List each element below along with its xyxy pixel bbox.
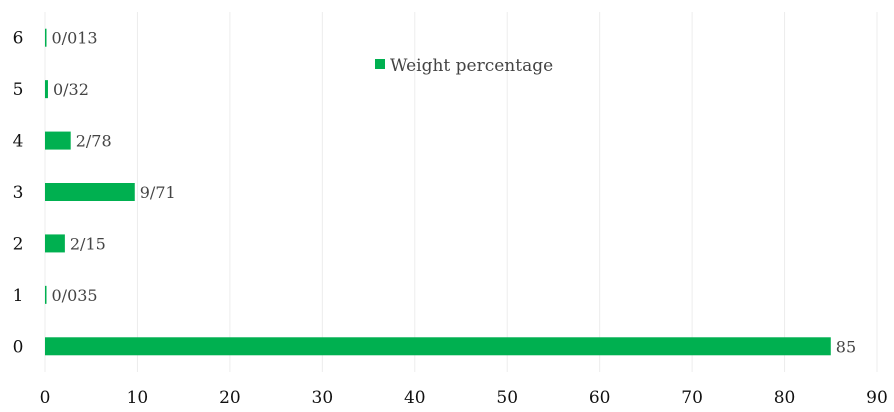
x-tick-label: 0	[40, 388, 51, 408]
category-labels: 0 1 2 3 4 5 6	[13, 29, 24, 358]
bar-4	[45, 131, 71, 150]
legend: Weight percentage	[375, 56, 553, 76]
x-tick-label: 80	[774, 388, 796, 408]
bar-5	[45, 80, 48, 99]
bar-1	[45, 285, 47, 304]
category-label: 3	[13, 183, 24, 203]
data-label: 2/15	[70, 234, 106, 253]
bar-6	[45, 28, 47, 47]
category-label: 4	[13, 132, 24, 152]
bar-3	[45, 183, 135, 201]
x-tick-label: 30	[312, 388, 334, 408]
data-label: 0/013	[52, 29, 98, 48]
x-tick-label: 60	[589, 388, 611, 408]
data-labels: 85 0/035 2/15 9/71 2/78 0/32 0/013	[52, 29, 857, 357]
category-label: 1	[13, 286, 24, 306]
data-label: 0/035	[52, 286, 98, 305]
gridlines	[44, 12, 878, 372]
category-label: 2	[13, 234, 24, 254]
x-tick-label: 50	[496, 388, 518, 408]
x-tick-label: 10	[127, 388, 149, 408]
x-tick-label: 70	[681, 388, 703, 408]
data-label: 2/78	[76, 132, 112, 151]
x-tick-label: 90	[866, 388, 888, 408]
legend-label: Weight percentage	[390, 56, 553, 76]
x-tick-label: 40	[404, 388, 426, 408]
bar-2	[45, 234, 65, 253]
category-label: 6	[13, 29, 24, 49]
bars	[45, 28, 831, 356]
data-label: 0/32	[53, 80, 89, 99]
category-label: 5	[13, 80, 24, 100]
data-label: 9/71	[140, 183, 176, 202]
x-axis-tick-labels: 0 10 20 30 40 50 60 70 80 90	[40, 388, 888, 408]
x-tick-label: 20	[219, 388, 241, 408]
legend-swatch	[375, 59, 385, 69]
bar-0	[45, 337, 831, 356]
category-label: 0	[13, 337, 24, 357]
data-label: 85	[836, 337, 856, 356]
